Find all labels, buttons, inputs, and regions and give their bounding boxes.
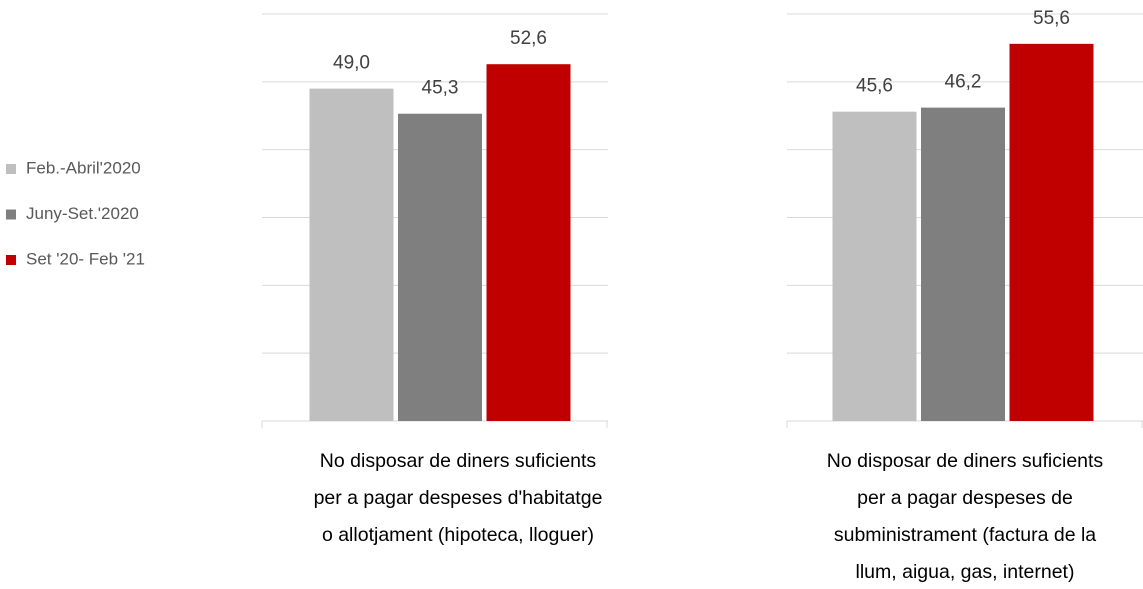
bar [398, 113, 482, 421]
category-label: No disposar de diners suficients per a p… [313, 450, 603, 546]
legend-label: Feb.-Abril'2020 [26, 158, 141, 177]
category-label: No disposar de diners suficients per a p… [826, 450, 1104, 583]
bar [486, 64, 571, 422]
data-label: 52,6 [510, 28, 547, 49]
bar [309, 88, 394, 421]
data-label: 45,3 [422, 78, 459, 99]
data-label: 46,2 [945, 72, 982, 93]
data-label: 55,6 [1033, 8, 1070, 29]
legend-swatch [6, 255, 16, 265]
legend-swatch [6, 164, 16, 174]
legend-label: Juny-Set.'2020 [26, 204, 139, 223]
bar [921, 107, 1005, 422]
data-label: 49,0 [333, 53, 370, 74]
legend-label: Set '20- Feb '21 [26, 249, 145, 268]
data-label: 45,6 [856, 76, 893, 97]
bar [832, 111, 917, 422]
bar [1009, 43, 1094, 421]
legend-swatch [6, 209, 16, 220]
